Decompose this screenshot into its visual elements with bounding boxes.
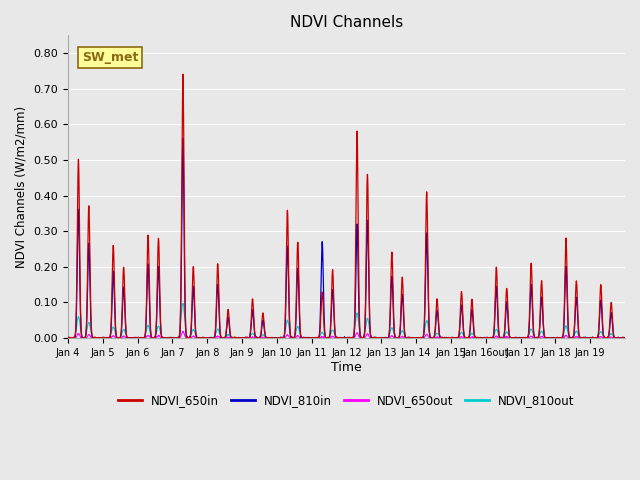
Title: NDVI Channels: NDVI Channels (290, 15, 403, 30)
X-axis label: Time: Time (331, 360, 362, 373)
Y-axis label: NDVI Channels (W/m2/mm): NDVI Channels (W/m2/mm) (15, 106, 28, 268)
Legend: NDVI_650in, NDVI_810in, NDVI_650out, NDVI_810out: NDVI_650in, NDVI_810in, NDVI_650out, NDV… (113, 389, 580, 412)
Text: SW_met: SW_met (82, 51, 138, 64)
